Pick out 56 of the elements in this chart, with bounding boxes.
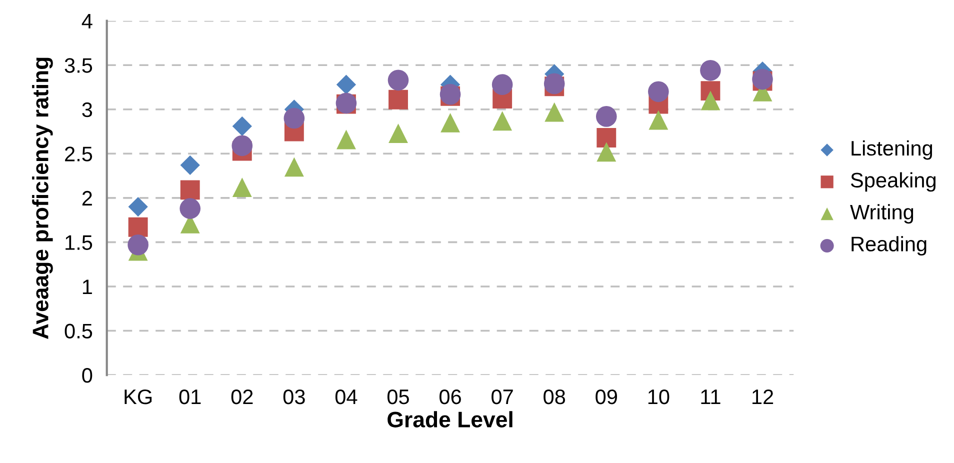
x-tick-label: 12 [752,389,774,404]
point [440,112,460,132]
point [492,74,513,96]
x-tick-label: 09 [596,389,617,404]
x-tick-label: 02 [231,389,253,404]
point [128,234,148,256]
point [128,217,148,237]
x-tick-label: 01 [179,389,201,404]
x-tick-label: 07 [492,389,513,404]
point [180,198,201,219]
y-tick-label: 2 [82,190,92,206]
y-tick-label: 0 [82,368,92,383]
point [180,155,200,175]
point [648,110,668,130]
x-tick-label: 03 [283,389,305,404]
point [700,90,720,110]
y-tick-label: 1 [82,280,92,294]
x-tick-label: 11 [701,390,720,404]
point [648,81,669,102]
point [388,124,408,144]
y-tick-label: 1.5 [66,235,92,250]
legend-label: Writing [850,204,914,224]
point [700,60,721,81]
point [336,130,356,150]
y-tick-label: 4 [82,14,92,28]
point [596,128,616,148]
x-tick-label: 10 [648,389,670,404]
legend-label: Reading [852,236,926,256]
point [232,116,252,136]
y-tick-label: 2.5 [65,146,92,162]
legend-label: Speaking [850,172,936,192]
point [596,142,616,162]
y-axis-title: Aveaage proficiency rating [32,58,53,339]
x-tick-label: 08 [544,389,566,404]
x-tick-label: 04 [335,389,358,404]
point [232,178,252,198]
point [232,135,253,156]
point [284,157,304,177]
y-tick-label: 3.5 [64,58,92,73]
x-tick-label: 05 [387,389,409,404]
x-axis-title: Grade Level [388,411,512,428]
point [544,102,564,122]
point [492,111,512,131]
point [544,73,565,94]
point [388,90,408,110]
point [180,180,200,200]
y-tick-label: 0.5 [64,324,92,339]
x-tick-label: 06 [440,389,461,404]
point [128,196,148,217]
point [336,74,356,94]
point [596,106,617,127]
x-tick-label: KG [124,389,152,404]
point [388,70,409,91]
point [284,108,305,129]
legend-label: Listening [852,140,932,160]
y-tick-label: 3 [82,102,92,118]
